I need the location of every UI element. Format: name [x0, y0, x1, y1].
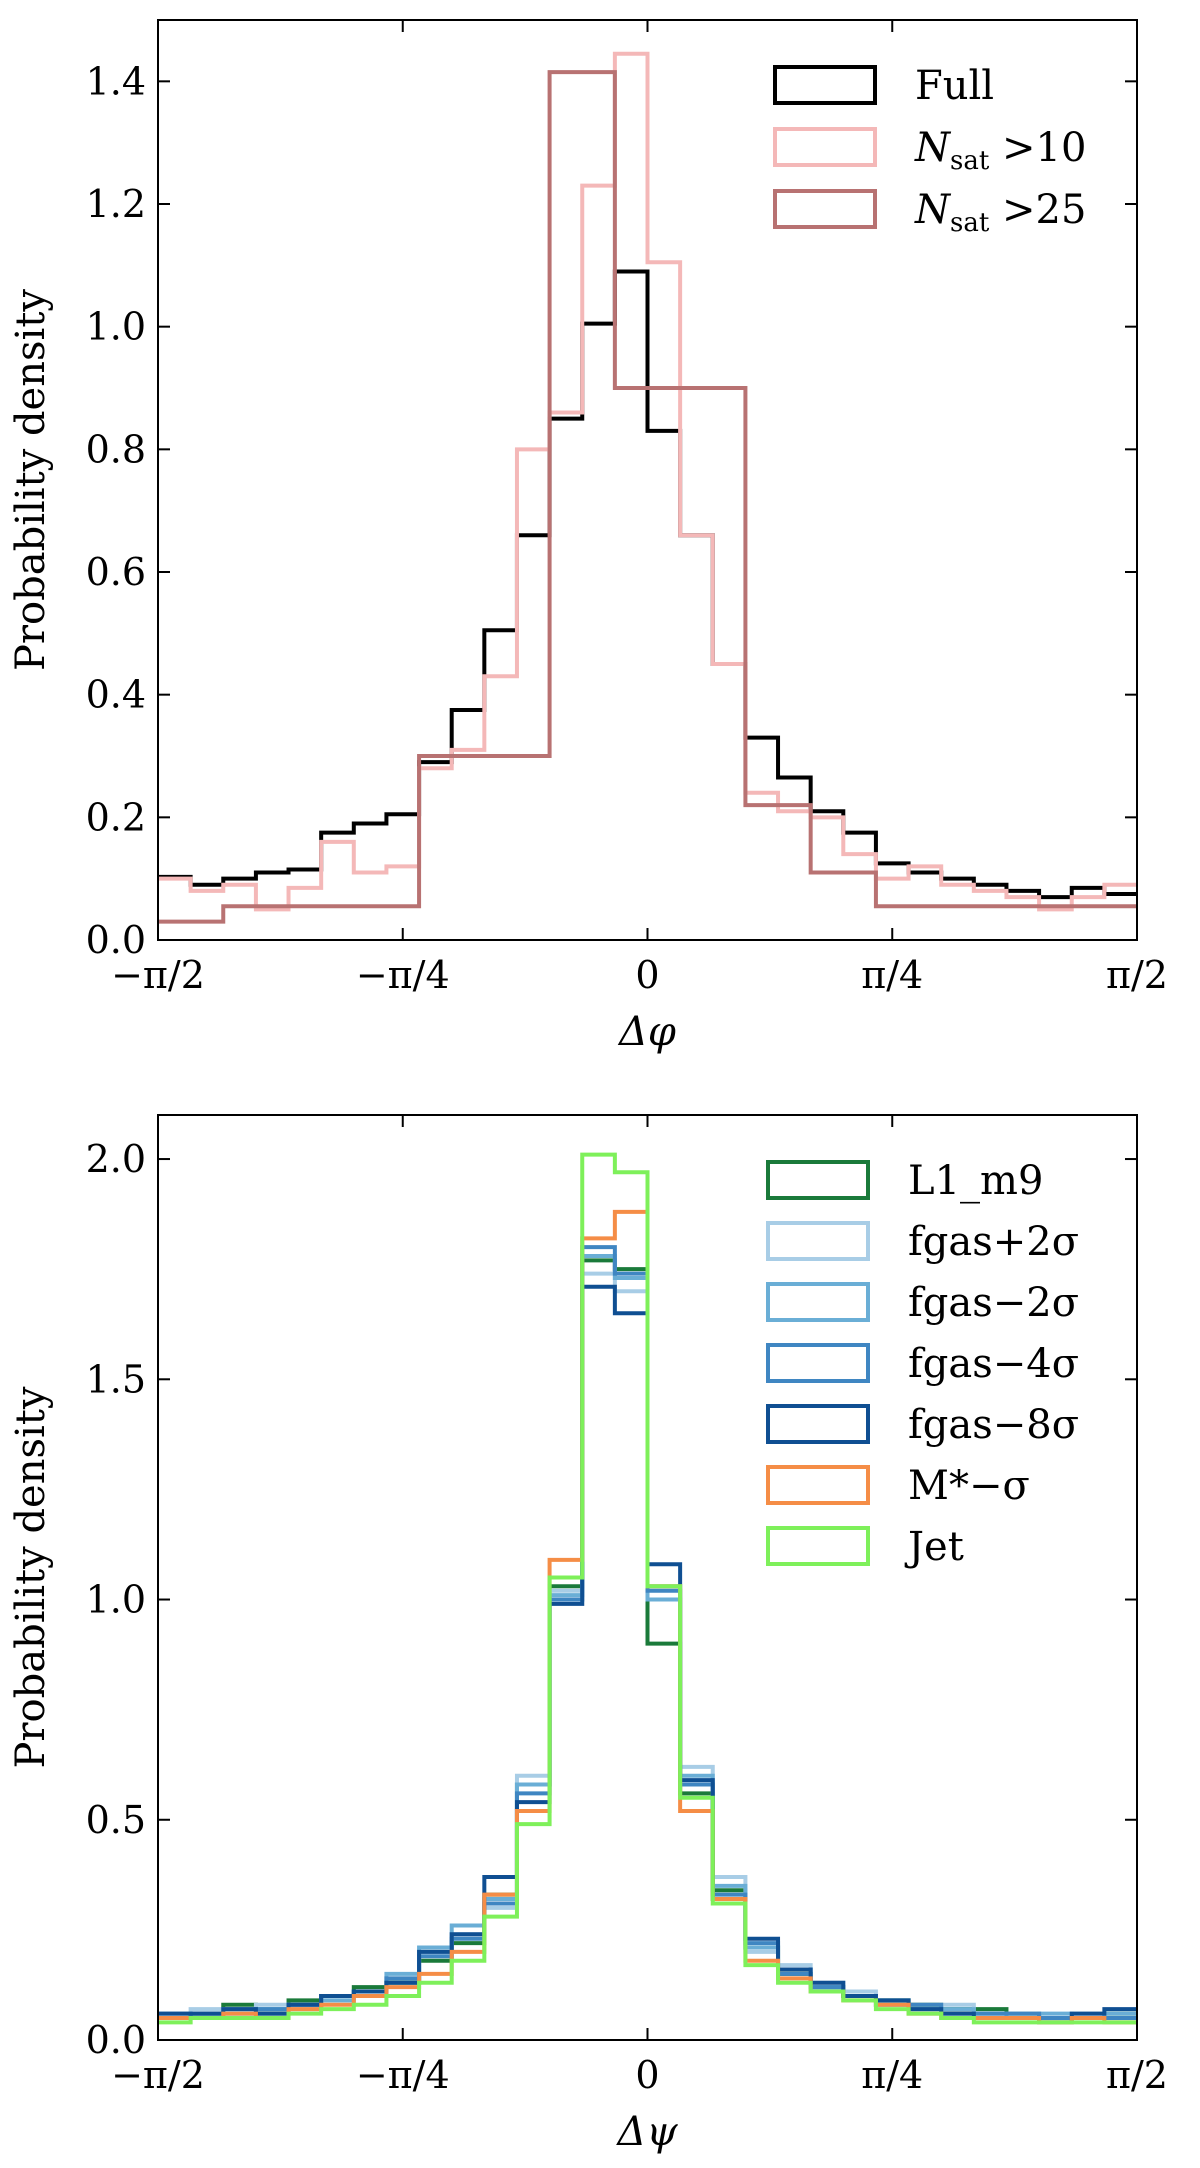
series-line-jet — [158, 1152, 1137, 2025]
legend-label: L1_m9 — [908, 1158, 1043, 1204]
legend-label: fgas−4σ — [908, 1341, 1079, 1387]
legend: L1_m9 fgas+2σ fgas−2σ fgas−4σ fgas−8σ M*−σ Jet — [766, 1158, 1079, 1570]
y-tick-label: 0.6 — [86, 550, 146, 594]
legend-swatch — [766, 1343, 870, 1383]
legend-swatch — [766, 1221, 870, 1261]
legend-swatch — [766, 1526, 870, 1566]
y-tick-label: 1.0 — [86, 305, 146, 349]
x-tick-label: π/2 — [1106, 2053, 1168, 2097]
y-tick-label: 0.8 — [86, 427, 146, 471]
y-axis-label: Probability density — [8, 289, 54, 671]
legend-label: Full — [915, 63, 994, 109]
x-tick-label: π/2 — [1106, 953, 1168, 997]
series-line-full — [158, 269, 1137, 900]
x-tick-label: −π/2 — [111, 2053, 205, 2097]
legend-swatch — [773, 189, 877, 229]
legend-label: M*−σ — [908, 1463, 1030, 1509]
y-tick-label: 0.2 — [86, 795, 146, 839]
x-tick-label: −π/2 — [111, 953, 205, 997]
x-tick-label: 0 — [635, 2053, 659, 2097]
x-axis-label: Δφ — [617, 1009, 676, 1055]
y-tick-label: 0.0 — [86, 2018, 146, 2062]
y-tick-label: 1.0 — [86, 1578, 146, 1622]
legend-swatch — [773, 65, 877, 105]
x-axis-label: Δψ — [615, 2109, 678, 2155]
legend-swatch — [766, 1404, 870, 1444]
y-tick-label: 1.5 — [86, 1357, 146, 1401]
y-tick-label: 0.0 — [86, 918, 146, 962]
legend-label: fgas−2σ — [908, 1280, 1079, 1326]
series-group — [158, 51, 1137, 924]
legend-swatch — [773, 127, 877, 167]
panel-top: −π/2 −π/4 0 π/4 π/2 0.0 0.2 0.4 0.6 0.8 1.0 1.2 1.4 Δ… — [8, 19, 1168, 1055]
series-line-nsat-10 — [158, 51, 1137, 912]
legend-label: Jet — [904, 1524, 964, 1570]
y-tick-label: 0.4 — [86, 673, 146, 717]
panel-bottom: −π/2 −π/4 0 π/4 π/2 0.0 0.5 1.0 1.5 2.0 Δψ Probabil… — [8, 1114, 1168, 2155]
series-group — [158, 1152, 1137, 2025]
x-tick-label: −π/4 — [356, 2053, 450, 2097]
legend-label: Nsat >10 — [914, 125, 1086, 176]
y-axis-label: Probability density — [8, 1386, 54, 1768]
legend-label: fgas+2σ — [908, 1219, 1079, 1265]
legend-label: fgas−8σ — [908, 1402, 1079, 1448]
y-tick-label: 1.2 — [86, 182, 146, 226]
x-tick-label: π/4 — [861, 953, 923, 997]
x-tick-label: π/4 — [861, 2053, 923, 2097]
y-tick-label: 2.0 — [86, 1137, 146, 1181]
legend: Full Nsat >10 Nsat >25 — [773, 63, 1086, 238]
y-tick-label: 0.5 — [86, 1798, 146, 1842]
x-tick-label: 0 — [635, 953, 659, 997]
x-tick-label: −π/4 — [356, 953, 450, 997]
y-tick-label: 1.4 — [86, 59, 146, 103]
series-line-nsat-25 — [158, 70, 1137, 924]
legend-swatch — [766, 1160, 870, 1200]
legend-swatch — [766, 1282, 870, 1322]
legend-label: Nsat >25 — [914, 187, 1086, 238]
legend-swatch — [766, 1465, 870, 1505]
